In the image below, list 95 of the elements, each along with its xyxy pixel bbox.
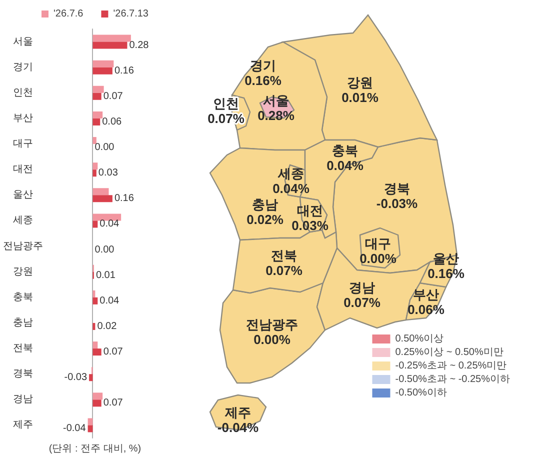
legend-label: -0.50%이하 xyxy=(395,388,447,398)
bar xyxy=(92,86,104,93)
bar xyxy=(92,92,102,100)
category-label: 서울 xyxy=(263,93,289,108)
data-label: 0.07% xyxy=(266,263,303,278)
bar xyxy=(92,162,98,170)
bar xyxy=(92,214,122,221)
bar xyxy=(92,34,131,42)
y-tick-label: 경남 xyxy=(13,394,33,406)
data-label: 0.04% xyxy=(272,181,310,196)
bar xyxy=(92,392,103,400)
y-tick-label: 전남광주 xyxy=(3,240,43,252)
category-label: 제주 xyxy=(224,405,251,420)
data-label: -0.04 xyxy=(63,423,86,434)
data-label: 0.02 xyxy=(97,320,118,332)
data-label: 0.16 xyxy=(114,193,134,204)
category-label: 울산 xyxy=(433,251,459,266)
bar xyxy=(88,425,93,432)
category-label: 부산 xyxy=(413,287,439,302)
y-tick-label: 강원 xyxy=(13,266,33,278)
data-label: 0.02% xyxy=(246,212,284,227)
category-label: 전남광주 xyxy=(246,317,298,332)
category-label: 대전 xyxy=(297,203,323,218)
y-tick-label: 대구 xyxy=(13,138,33,150)
data-label: 0.00% xyxy=(254,332,291,347)
y-tick-label: 세종 xyxy=(13,215,33,226)
category-label: 대구 xyxy=(365,236,391,251)
data-label: 0.07 xyxy=(103,398,124,409)
category-label: 경남 xyxy=(349,280,375,295)
y-tick-label: 서울 xyxy=(13,36,33,48)
y-tick-label: 경북 xyxy=(13,368,33,380)
bar xyxy=(92,400,102,407)
bar xyxy=(92,290,96,298)
data-label: 0.07 xyxy=(103,346,124,358)
bar xyxy=(89,374,93,382)
y-tick-label: 충남 xyxy=(13,317,33,328)
data-label: 0.16% xyxy=(244,73,282,88)
data-label: 0.16 xyxy=(114,65,134,76)
data-label: 0.00 xyxy=(94,142,115,154)
y-tick-label: 전북 xyxy=(13,343,33,354)
legend-label: 0.25%이상 ~ 0.50%미만 xyxy=(395,347,504,358)
bar xyxy=(92,118,100,126)
category-label: 충남 xyxy=(252,197,278,212)
data-label: 0.28% xyxy=(258,108,295,123)
bar xyxy=(92,137,96,144)
bar xyxy=(92,322,96,330)
category-label: 충북 xyxy=(332,143,358,158)
bar xyxy=(92,42,128,49)
y-tick-label: 인천 xyxy=(13,87,33,98)
legend-label: '26.7.6 xyxy=(54,8,84,20)
bar xyxy=(92,188,109,196)
bar xyxy=(92,60,114,68)
legend-label: -0.25%초과 ~ 0.25%미만 xyxy=(395,360,507,372)
data-label: 0.04 xyxy=(100,295,120,306)
bar xyxy=(92,348,102,356)
legend-label: 0.50%이상 xyxy=(395,334,444,344)
category-label: 강원 xyxy=(347,75,373,90)
bar xyxy=(92,170,96,177)
data-label: 0.01% xyxy=(342,90,379,105)
data-label: 0.07% xyxy=(344,295,381,310)
category-label: 경기 xyxy=(250,58,276,73)
data-label: 0.03% xyxy=(292,218,329,233)
y-tick-label: 충북 xyxy=(13,292,33,303)
y-tick-label: 울산 xyxy=(13,190,33,201)
data-label: 0.00 xyxy=(94,244,115,256)
legend-label: -0.50%초과 ~ -0.25%이하 xyxy=(395,374,510,385)
data-label: 0.28 xyxy=(129,40,150,51)
category-label: 전북 xyxy=(271,248,297,263)
data-label: 0.03 xyxy=(98,168,118,179)
bar xyxy=(92,111,103,118)
data-label: -0.04% xyxy=(217,420,260,435)
bar xyxy=(92,195,112,202)
data-label: 0.04 xyxy=(100,218,120,230)
data-label: 0.00% xyxy=(360,251,397,266)
y-tick-label: 대전 xyxy=(13,164,33,176)
bar xyxy=(88,418,93,426)
data-label: 0.01 xyxy=(96,270,116,281)
bar xyxy=(92,342,98,349)
category-label: 세종 xyxy=(277,166,304,181)
legend-label: '26.7.13 xyxy=(113,8,149,20)
data-label: -0.03% xyxy=(376,196,418,211)
y-tick-label: 부산 xyxy=(13,112,33,124)
category-label: 경북 xyxy=(384,181,410,196)
bar xyxy=(92,67,112,74)
y-tick-label: 제주 xyxy=(13,420,33,431)
data-label: -0.03 xyxy=(64,372,88,384)
data-label: 0.06% xyxy=(408,302,445,317)
data-label: 0.16% xyxy=(428,266,465,281)
data-label: 0.07 xyxy=(103,90,124,102)
text: (단위 : 전주 대비, %) xyxy=(48,444,142,454)
y-tick-label: 경기 xyxy=(13,62,33,73)
data-label: 0.06 xyxy=(102,116,122,128)
bar xyxy=(92,220,98,228)
data-label: 0.04% xyxy=(326,158,364,173)
bar xyxy=(92,297,98,304)
